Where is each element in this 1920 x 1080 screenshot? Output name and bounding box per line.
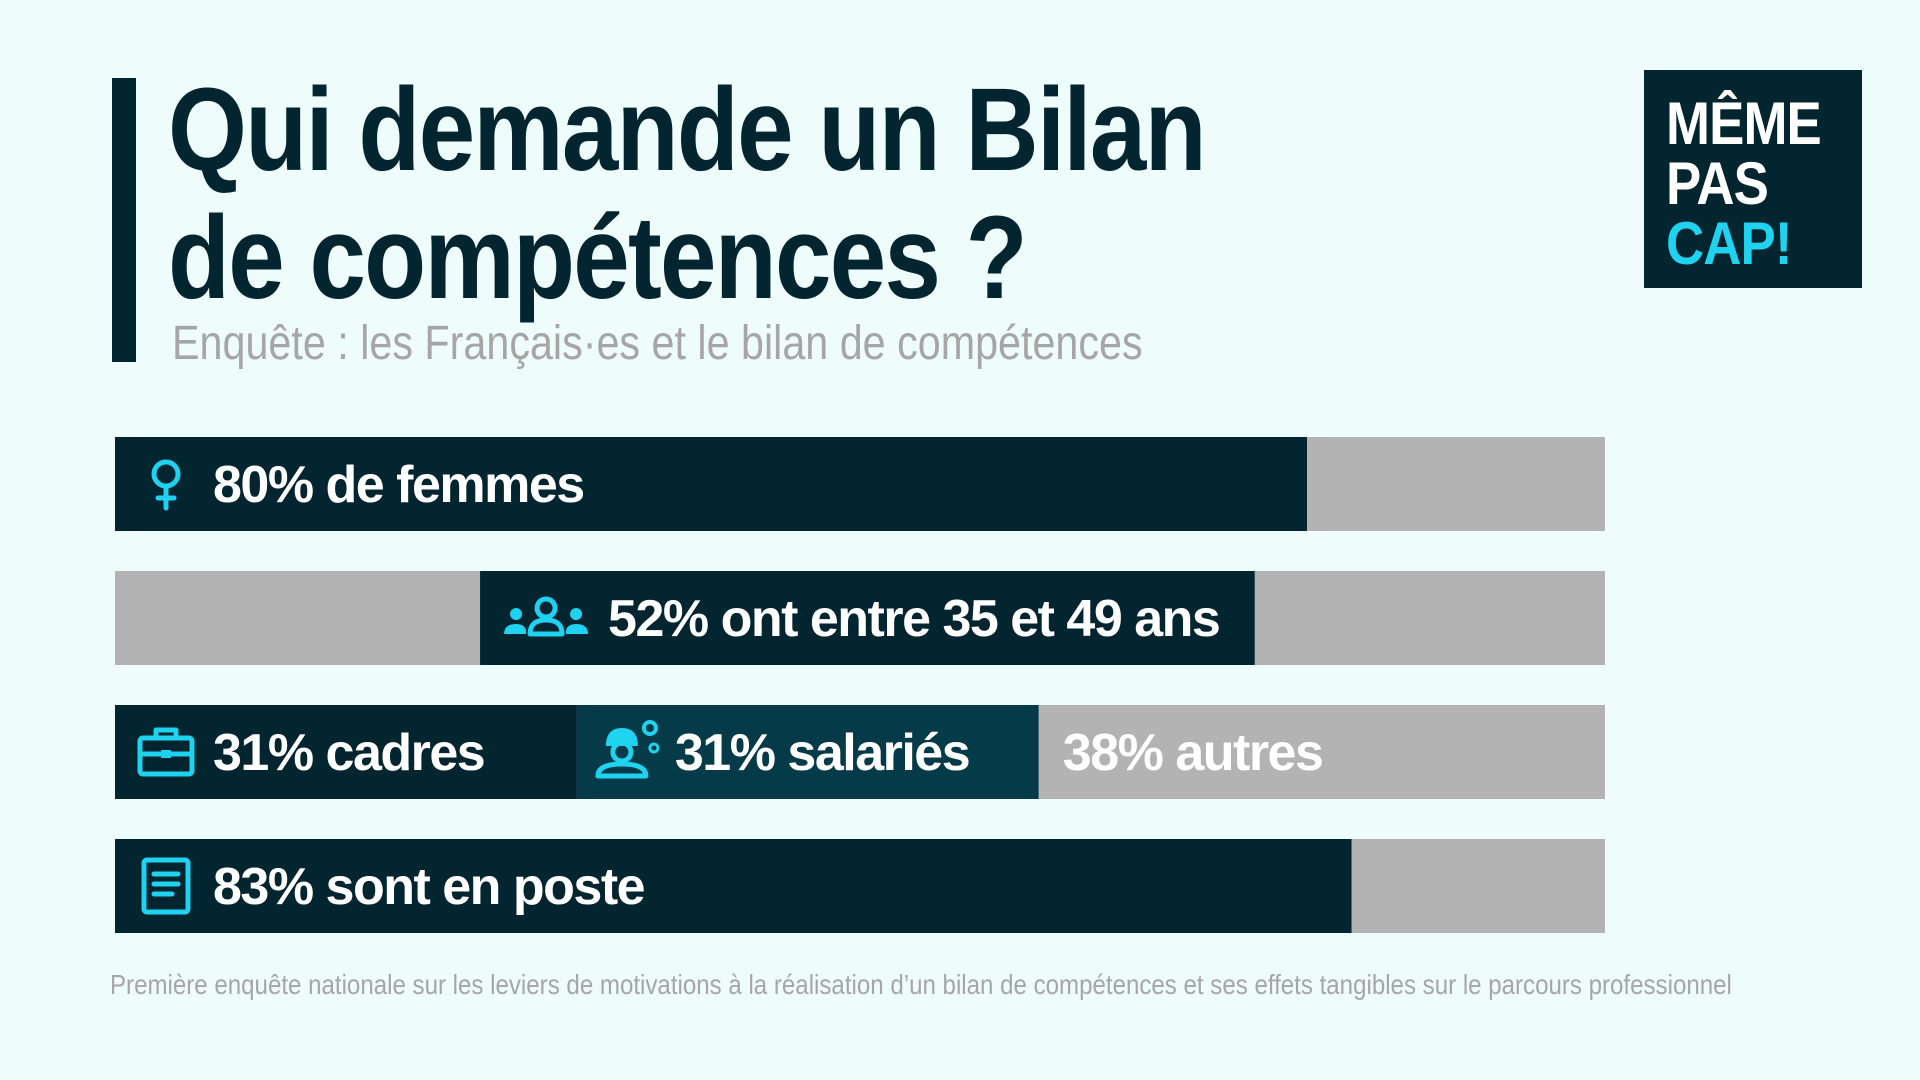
bar-label-r3-s0: 83% sont en poste [213,858,645,916]
bar-segment-r3-s1 [1351,839,1605,933]
bar-segment-r3-s0 [115,839,1352,933]
group-icon [504,596,589,637]
worker-gears-icon [595,720,660,779]
page-title: Qui demande un Bilan de compétences ? [168,64,1207,324]
logo-line-1: MÊME [1666,90,1822,157]
bar-label-r2-s1: 31% salariés [675,724,969,782]
bar-label-r1-s1: 52% ont entre 35 et 49 ans [608,590,1219,648]
document-icon [141,857,191,915]
title-line-1: Qui demande un Bilan [168,64,1207,196]
bar-label-r2-s2: 38% autres [1063,724,1323,782]
bar-segment-r2-s2 [1038,705,1605,799]
brand-logo: MÊME PAS CAP! [1644,70,1862,288]
bar-segment-r0-s0 [115,437,1307,531]
title-accent-bar [112,78,136,362]
bar-label-r0-s0: 80% de femmes [213,456,584,514]
bar-segment-r1-s1 [480,571,1255,665]
female-icon [151,459,181,511]
logo-line-3: CAP! [1666,210,1792,277]
bar-segment-r1-s0 [115,571,481,665]
title-line-2: de compétences ? [168,192,1028,324]
logo-line-2: PAS [1666,150,1769,217]
bar-segment-r0-s1 [1307,437,1605,531]
bar-label-r2-s0: 31% cadres [213,724,484,782]
bar-segment-r1-s2 [1254,571,1605,665]
footnote: Première enquête nationale sur les levie… [110,969,1732,1000]
page-subtitle: Enquête : les Français·es et le bilan de… [172,317,1143,370]
briefcase-icon [137,727,195,777]
